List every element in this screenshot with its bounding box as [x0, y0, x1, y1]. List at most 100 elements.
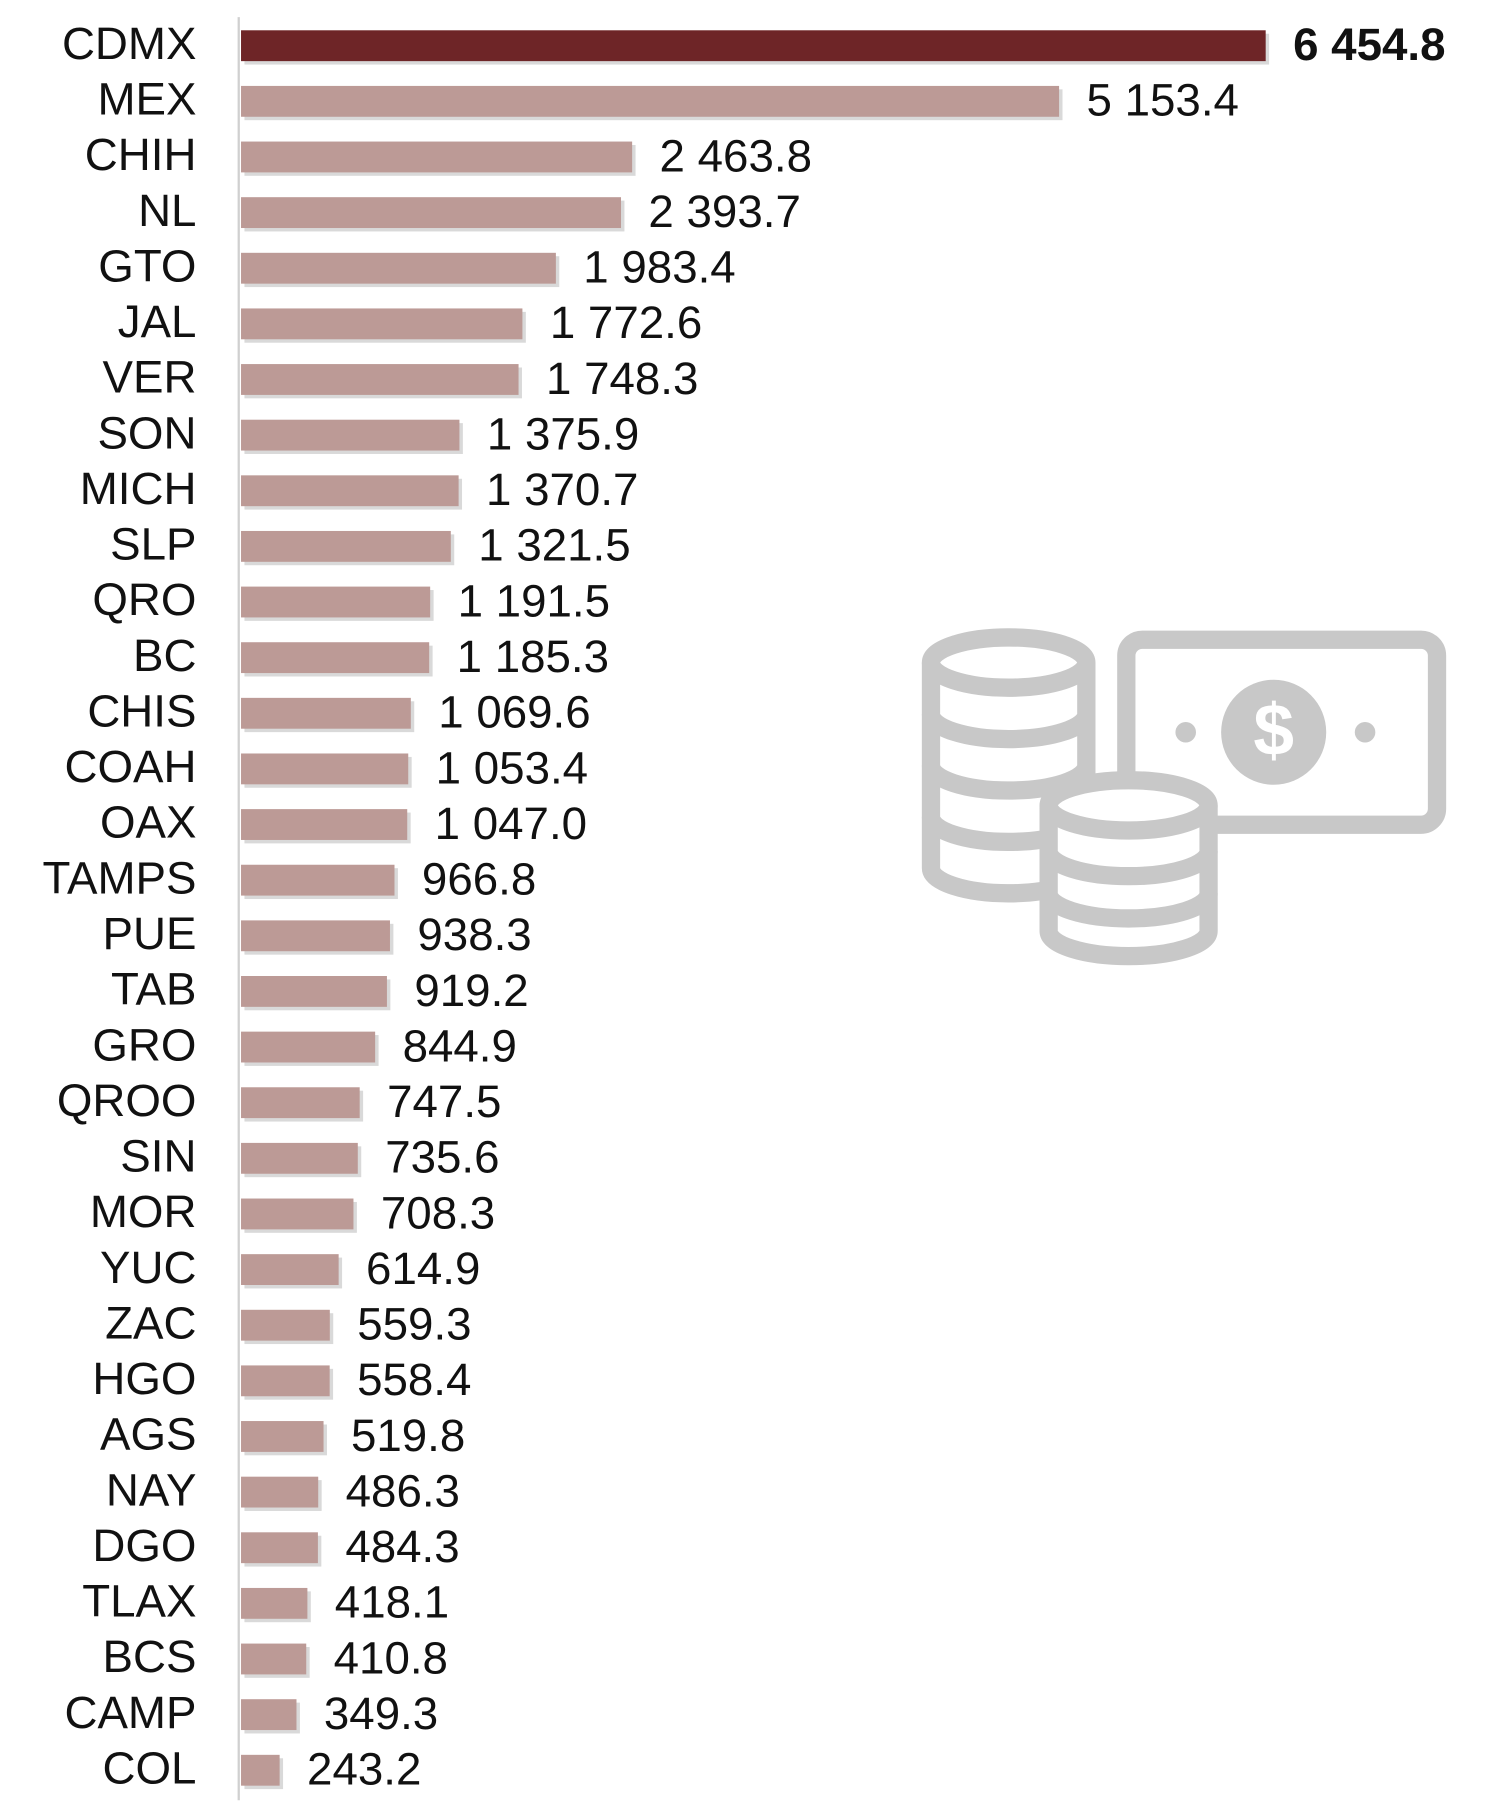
value-label: 708.3: [381, 1187, 495, 1238]
value-label: 1 321.5: [478, 520, 630, 571]
category-label: GTO: [98, 240, 196, 291]
bar: [241, 1365, 330, 1397]
value-label: 484.3: [345, 1521, 459, 1572]
value-label: 2 463.8: [660, 130, 812, 181]
category-label: CHIH: [85, 129, 197, 180]
category-label: OAX: [100, 797, 196, 848]
money-icon: $: [921, 628, 1447, 966]
category-label: PUE: [103, 908, 197, 959]
value-label: 1 983.4: [583, 242, 735, 293]
bar: [241, 1476, 319, 1508]
value-label: 519.8: [351, 1410, 465, 1461]
value-label: 5 153.4: [1087, 75, 1239, 126]
value-label: 6 454.8: [1293, 19, 1445, 70]
value-label: 938.3: [417, 909, 531, 960]
category-label: CDMX: [62, 18, 197, 69]
bar: [241, 753, 409, 785]
value-label: 418.1: [335, 1577, 449, 1628]
svg-text:$: $: [1253, 690, 1294, 771]
category-label: QRO: [92, 574, 196, 625]
bar: [241, 864, 395, 896]
bar: [241, 976, 387, 1007]
bar: [241, 1699, 297, 1731]
category-label: VER: [103, 352, 197, 403]
category-label: BC: [133, 630, 196, 681]
bar: [241, 1254, 339, 1286]
category-label: BCS: [103, 1631, 197, 1682]
value-label: 1 047.0: [435, 798, 587, 849]
value-label: 614.9: [366, 1243, 480, 1294]
value-label: 243.2: [307, 1744, 421, 1795]
category-label: TLAX: [82, 1576, 196, 1627]
bar: [241, 697, 411, 729]
category-label: QROO: [57, 1075, 197, 1126]
category-label: SIN: [120, 1131, 196, 1182]
category-label: SLP: [110, 519, 196, 570]
bar: [241, 30, 1266, 62]
bar: [241, 1421, 324, 1452]
category-label: CAMP: [64, 1687, 196, 1738]
bar: [241, 809, 408, 840]
bar: [241, 1309, 330, 1341]
category-label: MICH: [80, 463, 197, 514]
value-label: 558.4: [357, 1354, 471, 1405]
value-label: 1 053.4: [436, 742, 588, 793]
category-label: JAL: [118, 296, 197, 347]
value-label: 919.2: [414, 965, 528, 1016]
category-label: COAH: [64, 741, 196, 792]
value-label: 844.9: [403, 1020, 517, 1071]
bar: [241, 252, 556, 284]
category-label: YUC: [100, 1242, 196, 1293]
category-label: TAB: [111, 964, 196, 1015]
bar: [241, 1198, 354, 1230]
bar: [241, 642, 430, 674]
category-label: DGO: [92, 1520, 196, 1571]
bar: [241, 85, 1060, 117]
value-label: 1 069.6: [438, 687, 590, 738]
bar: [241, 308, 523, 340]
category-label: HGO: [92, 1353, 196, 1404]
value-label: 1 191.5: [458, 575, 610, 626]
bar: [241, 419, 460, 451]
value-label: 349.3: [324, 1688, 438, 1739]
bar: [241, 1142, 358, 1174]
bar: [241, 1532, 318, 1564]
category-label: COL: [103, 1742, 197, 1793]
value-label: 1 772.6: [550, 297, 702, 348]
bar: [241, 1031, 376, 1063]
value-label: 966.8: [422, 854, 536, 905]
bar: [241, 1587, 308, 1619]
category-label: TAMPS: [42, 852, 196, 903]
category-label: NAY: [106, 1464, 197, 1515]
value-label: 1 375.9: [487, 408, 639, 459]
value-label: 410.8: [334, 1632, 448, 1683]
value-label: 2 393.7: [648, 186, 800, 237]
bar: [241, 920, 390, 952]
value-label: 735.6: [385, 1132, 499, 1183]
category-label: ZAC: [105, 1297, 196, 1348]
category-label: GRO: [92, 1019, 196, 1070]
bar: [241, 475, 459, 507]
category-label: MOR: [90, 1186, 197, 1237]
bar: [241, 141, 633, 173]
bar: [241, 1643, 307, 1675]
value-label: 1 748.3: [546, 353, 698, 404]
bar: [241, 586, 431, 618]
category-label: MEX: [97, 74, 196, 125]
category-label: SON: [97, 407, 196, 458]
bar: [241, 364, 519, 395]
value-label: 1 370.7: [486, 464, 638, 515]
value-label: 559.3: [357, 1299, 471, 1350]
bar: [241, 1087, 360, 1119]
bar: [241, 530, 451, 562]
value-label: 486.3: [346, 1465, 460, 1516]
category-label: NL: [138, 185, 196, 236]
value-label: 747.5: [387, 1076, 501, 1127]
bar: [241, 197, 622, 229]
category-label: CHIS: [87, 685, 196, 736]
value-label: 1 185.3: [457, 631, 609, 682]
bar: [241, 1754, 280, 1786]
category-label: AGS: [100, 1409, 196, 1460]
